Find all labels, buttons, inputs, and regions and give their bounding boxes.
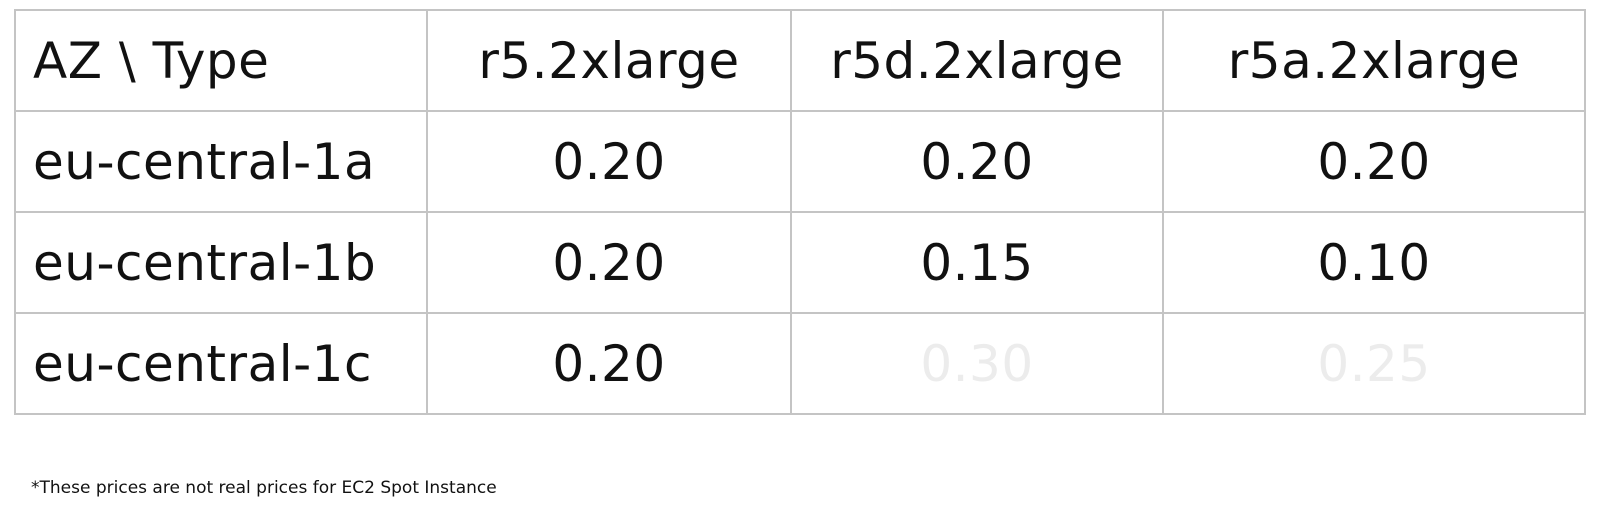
table-row: eu-central-1b 0.20 0.15 0.10 (14, 211, 1586, 314)
table-row: eu-central-1a 0.20 0.20 0.20 (14, 110, 1586, 213)
corner-header-cell: AZ \ Type (14, 9, 428, 112)
column-header-r5d-2xlarge: r5d.2xlarge (790, 9, 1164, 112)
price-cell: 0.20 (426, 110, 792, 213)
disclaimer-footnote: *These prices are not real prices for EC… (31, 478, 497, 498)
price-cell-faded: 0.25 (1162, 312, 1586, 415)
column-header-r5-2xlarge: r5.2xlarge (426, 9, 792, 112)
price-cell: 0.10 (1162, 211, 1586, 314)
price-cell: 0.20 (790, 110, 1164, 213)
column-header-r5a-2xlarge: r5a.2xlarge (1162, 9, 1586, 112)
price-cell: 0.20 (426, 211, 792, 314)
az-label-cell: eu-central-1c (14, 312, 428, 415)
az-label-cell: eu-central-1a (14, 110, 428, 213)
table-row: eu-central-1c 0.20 0.30 0.25 (14, 312, 1586, 415)
table-header-row: AZ \ Type r5.2xlarge r5d.2xlarge r5a.2xl… (14, 9, 1586, 112)
price-cell: 0.20 (426, 312, 792, 415)
spot-price-table: AZ \ Type r5.2xlarge r5d.2xlarge r5a.2xl… (14, 9, 1586, 415)
az-label-cell: eu-central-1b (14, 211, 428, 314)
price-cell: 0.20 (1162, 110, 1586, 213)
price-cell-faded: 0.30 (790, 312, 1164, 415)
price-cell: 0.15 (790, 211, 1164, 314)
